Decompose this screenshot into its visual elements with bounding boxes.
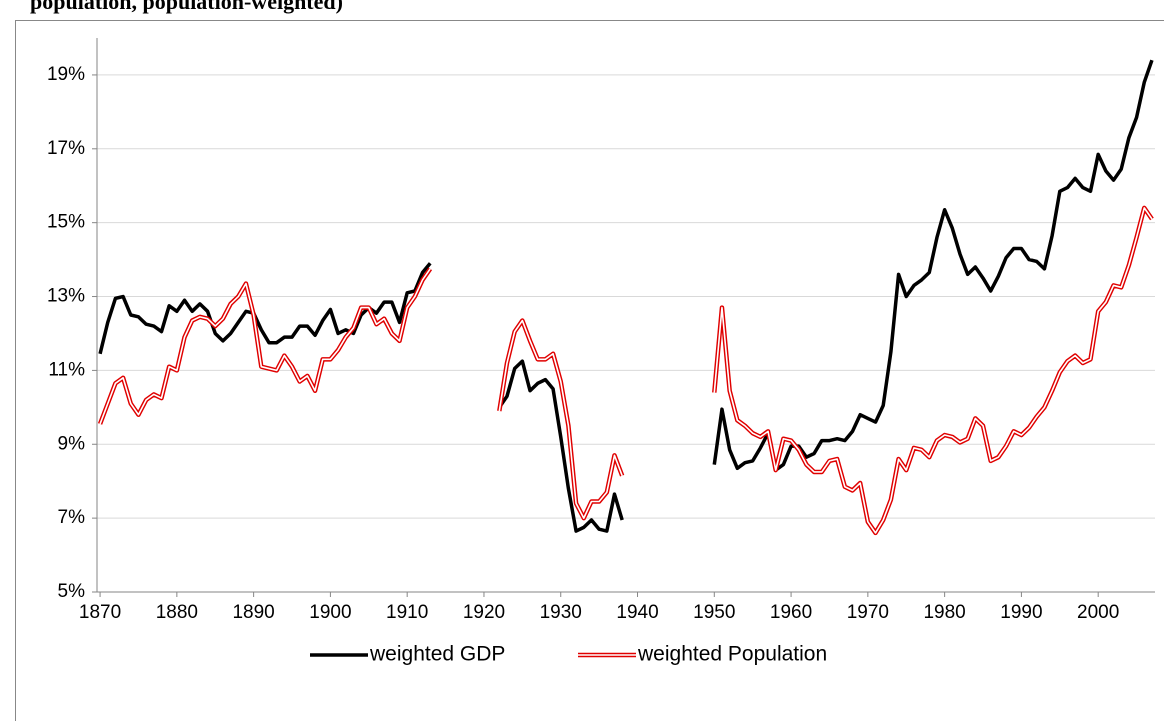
chart-title: population, population-weighted) (30, 0, 343, 14)
legend-label: weighted Population (637, 643, 827, 666)
x-tick-label: 1890 (232, 602, 274, 623)
y-tick-label: 7% (58, 507, 86, 528)
y-tick-label: 11% (48, 359, 85, 380)
series-line (98, 59, 1154, 533)
x-tick-label: 1950 (693, 602, 735, 623)
y-tick-label: 19% (47, 64, 85, 85)
x-tick-label: 1960 (770, 602, 812, 623)
y-tick-label: 15% (47, 212, 85, 233)
x-tick-label: 1870 (79, 602, 121, 623)
frame (15, 20, 1164, 721)
x-tick-label: 1880 (156, 602, 198, 623)
y-tick-label: 17% (47, 138, 85, 159)
y-tick-label: 13% (47, 286, 85, 307)
y-tick-label: 5% (58, 581, 86, 602)
x-tick-label: 1920 (463, 602, 505, 623)
x-tick-label: 2000 (1077, 602, 1119, 623)
legend-label: weighted GDP (369, 643, 505, 666)
x-tick-label: 1980 (923, 602, 965, 623)
x-tick-label: 1930 (540, 602, 582, 623)
series-line-inner (99, 207, 1153, 534)
x-tick-label: 1910 (386, 602, 428, 623)
y-tick-label: 9% (58, 433, 86, 454)
x-tick-label: 1990 (1000, 602, 1042, 623)
x-tick-label: 1940 (616, 602, 658, 623)
x-tick-label: 1900 (309, 602, 351, 623)
x-tick-label: 1970 (847, 602, 889, 623)
